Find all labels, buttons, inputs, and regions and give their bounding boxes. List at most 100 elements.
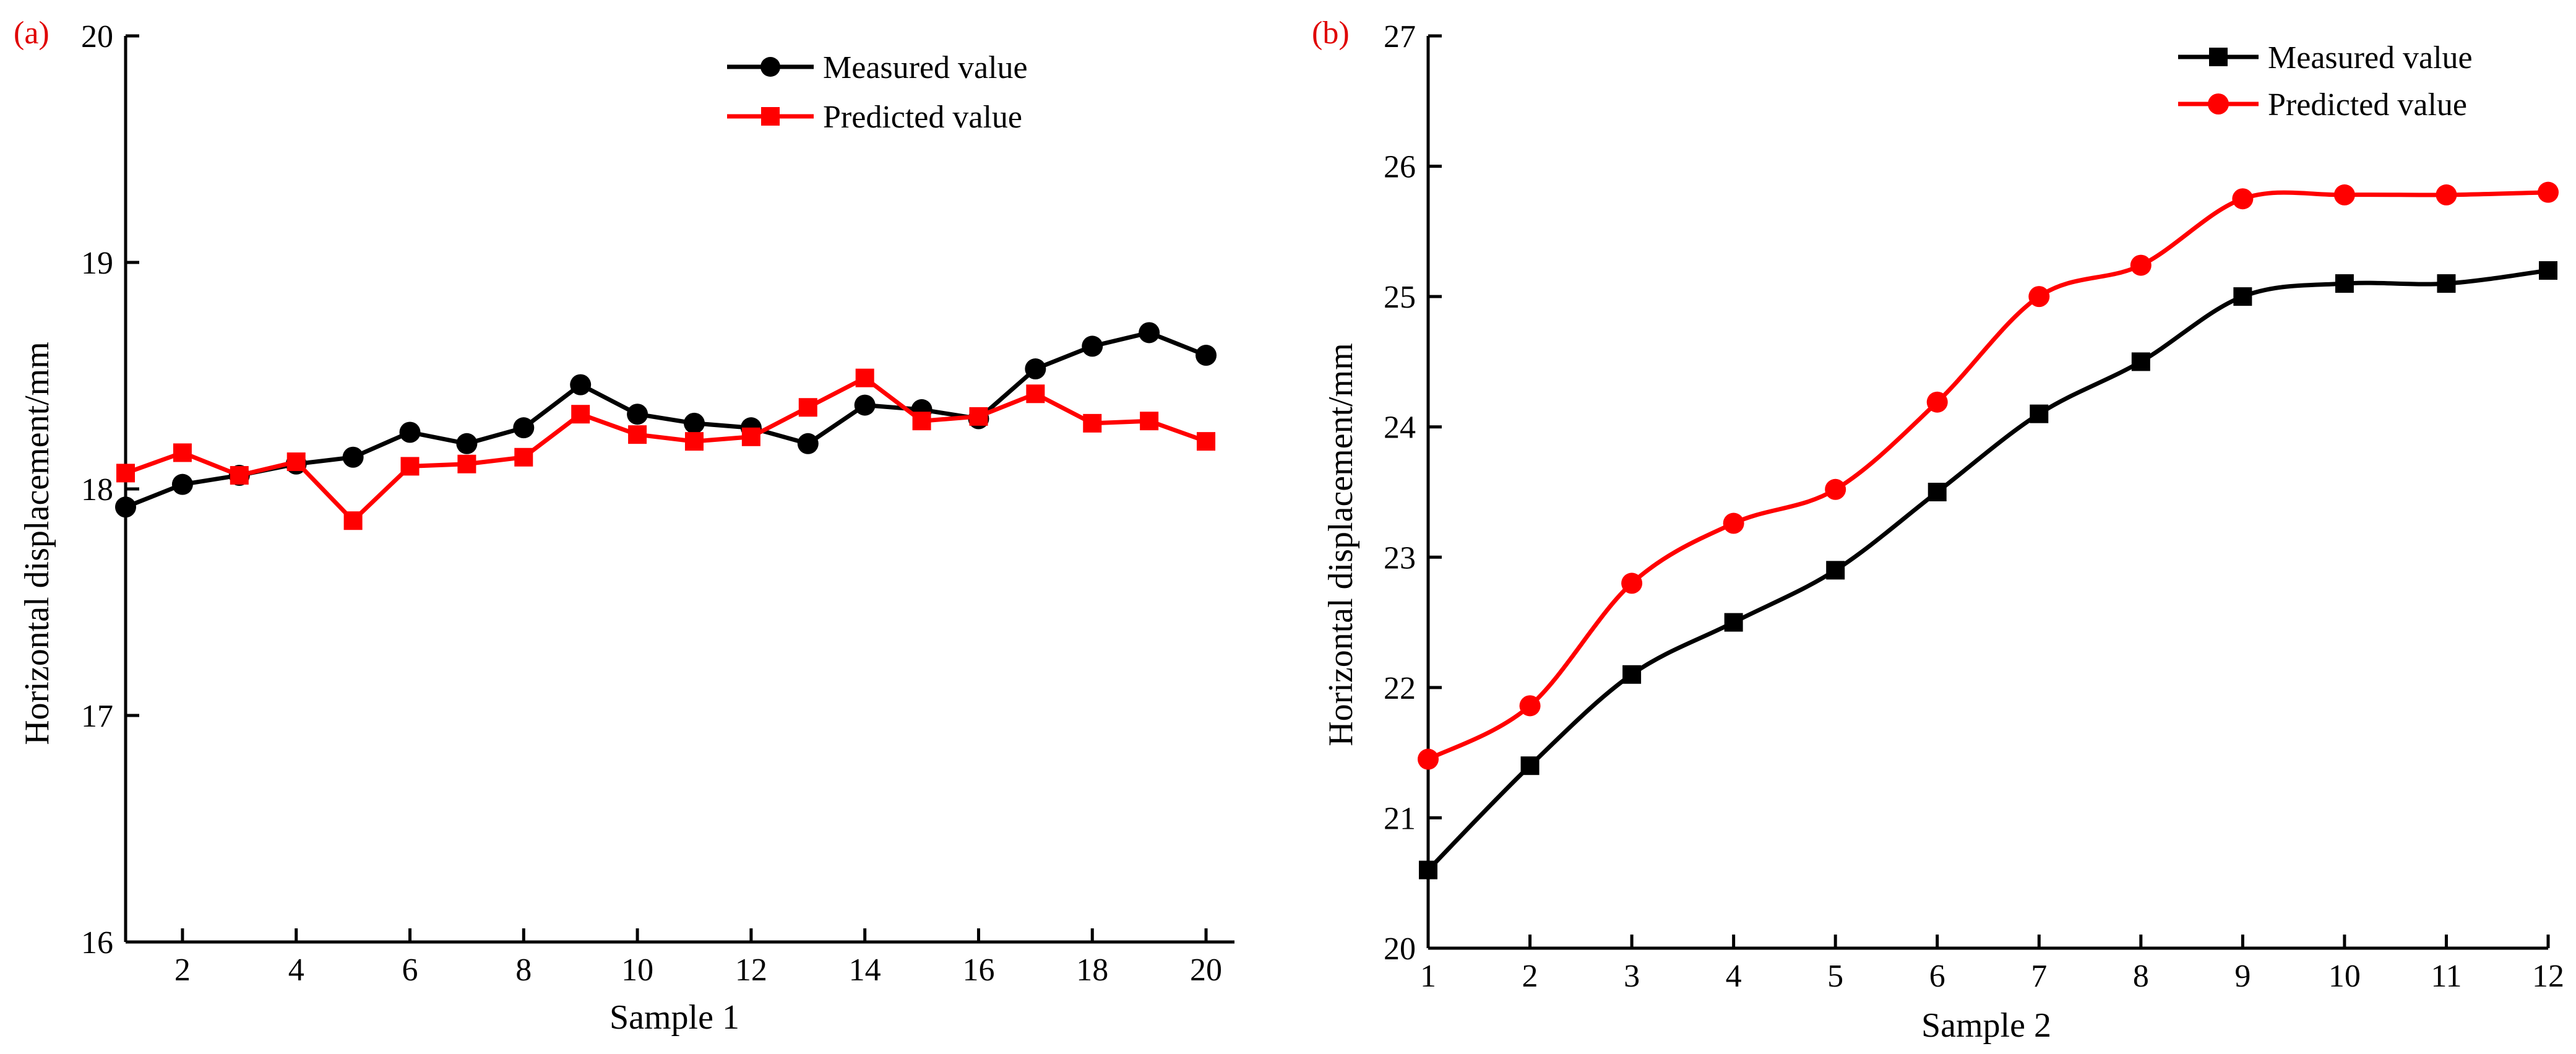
x-axis-title-a: Sample 1: [610, 998, 739, 1037]
x-tick-label-a: 10: [621, 952, 653, 988]
data-point-measured-b: [1826, 561, 1845, 580]
data-point-predicted-a: [116, 464, 135, 483]
legend-marker-predicted-b: [2208, 93, 2229, 114]
data-point-predicted-b: [2028, 286, 2050, 308]
data-point-predicted-a: [514, 447, 533, 467]
x-tick-label-a: 4: [288, 952, 304, 988]
data-point-measured-a: [1195, 345, 1217, 366]
data-point-measured-a: [342, 446, 364, 468]
data-point-predicted-a: [286, 452, 306, 472]
data-point-predicted-b: [2538, 181, 2559, 203]
data-point-measured-b: [1928, 483, 1947, 501]
x-tick-label-b: 6: [1929, 959, 1945, 994]
y-tick-label-b: 22: [1384, 671, 1416, 706]
x-tick-label-b: 10: [2328, 959, 2361, 994]
x-tick-label-b: 4: [1726, 959, 1742, 994]
legend-label-predicted-a: Predicted value: [823, 100, 1022, 135]
data-point-measured-b: [1520, 756, 1540, 775]
data-point-predicted-b: [2130, 254, 2152, 276]
legend-b: Measured value Predicted value: [2178, 40, 2473, 123]
legend-label-measured-b: Measured value: [2268, 40, 2473, 76]
y-tick-label-b: 27: [1384, 19, 1416, 54]
x-tick-label-a: 20: [1190, 952, 1222, 988]
data-point-predicted-b: [2232, 188, 2254, 210]
data-point-predicted-a: [457, 454, 476, 473]
data-point-measured-a: [171, 473, 193, 495]
data-point-measured-a: [115, 496, 136, 518]
data-point-measured-a: [1025, 358, 1046, 380]
x-tick-label-b: 8: [2133, 959, 2149, 994]
legend-marker-measured-a: [760, 57, 780, 77]
y-tick-label-b: 21: [1384, 801, 1416, 836]
data-point-predicted-a: [1197, 432, 1216, 451]
data-point-measured-b: [2233, 287, 2252, 306]
x-tick-label-a: 6: [402, 952, 418, 988]
y-tick-label-a: 19: [81, 246, 113, 281]
data-point-measured-a: [513, 417, 535, 439]
x-tick-label-b: 11: [2431, 959, 2462, 994]
legend-label-predicted-b: Predicted value: [2268, 87, 2467, 123]
x-tick-label-b: 7: [2031, 959, 2047, 994]
data-point-measured-b: [2335, 274, 2354, 293]
data-point-measured-a: [683, 412, 705, 434]
data-point-predicted-a: [798, 398, 817, 417]
data-point-measured-b: [2539, 261, 2557, 280]
data-point-predicted-a: [1026, 384, 1045, 404]
data-point-predicted-b: [1926, 391, 1948, 413]
y-tick-label-b: 26: [1384, 150, 1416, 185]
x-tick-label-b: 12: [2532, 959, 2564, 994]
data-point-predicted-a: [741, 427, 760, 446]
data-point-predicted-a: [684, 432, 704, 451]
data-point-measured-a: [1082, 335, 1103, 357]
data-point-predicted-a: [628, 425, 647, 444]
data-point-predicted-a: [912, 412, 931, 431]
data-point-predicted-a: [230, 466, 249, 485]
data-point-predicted-b: [1418, 748, 1439, 770]
data-point-predicted-a: [571, 405, 590, 424]
x-tick-label-a: 14: [849, 952, 881, 988]
x-tick-label-a: 8: [515, 952, 532, 988]
y-tick-label-a: 18: [81, 472, 113, 508]
chart-panel-a: (a) Horizontal displacement/mm Sample 1 …: [14, 15, 1234, 1037]
legend-marker-predicted-a: [761, 107, 780, 126]
x-tick-label-a: 18: [1076, 952, 1108, 988]
x-tick-label-b: 9: [2234, 959, 2251, 994]
data-point-measured-a: [627, 404, 648, 425]
y-axis-title-b: Horizontal displacement/mm: [1322, 343, 1360, 746]
data-point-predicted-a: [969, 407, 988, 426]
x-tick-label-b: 3: [1624, 959, 1640, 994]
panel-label-b: (b): [1312, 15, 1350, 51]
x-axis-title-b: Sample 2: [1921, 1006, 2051, 1045]
data-point-measured-b: [2437, 274, 2456, 293]
data-point-predicted-b: [1825, 478, 1846, 500]
data-point-predicted-a: [173, 443, 192, 462]
data-point-predicted-b: [1621, 572, 1643, 594]
data-point-measured-a: [797, 433, 819, 454]
y-tick-label-a: 20: [81, 19, 113, 54]
series-line-predicted-a: [124, 376, 1207, 523]
data-point-measured-a: [570, 374, 592, 395]
x-tick-label-b: 1: [1420, 959, 1436, 994]
data-point-predicted-b: [2333, 184, 2355, 205]
x-tick-label-a: 2: [174, 952, 191, 988]
data-point-predicted-a: [400, 457, 420, 476]
y-tick-label-a: 16: [81, 925, 113, 961]
data-point-predicted-a: [343, 511, 363, 530]
data-point-measured-b: [1622, 665, 1642, 684]
x-tick-label-a: 12: [735, 952, 767, 988]
x-tick-label-b: 5: [1827, 959, 1843, 994]
y-tick-label-b: 20: [1384, 931, 1416, 967]
x-tick-label-a: 16: [962, 952, 994, 988]
data-point-predicted-a: [855, 368, 874, 387]
data-point-measured-a: [854, 394, 876, 416]
x-tick-label-b: 2: [1522, 959, 1538, 994]
data-point-measured-a: [399, 421, 421, 443]
data-point-predicted-b: [1723, 512, 1744, 534]
legend-label-measured-a: Measured value: [823, 50, 1028, 85]
data-point-predicted-a: [1140, 412, 1159, 431]
data-point-measured-b: [1724, 613, 1743, 632]
legend-a: Measured value Predicted value: [727, 50, 1028, 135]
data-point-measured-a: [456, 433, 478, 454]
